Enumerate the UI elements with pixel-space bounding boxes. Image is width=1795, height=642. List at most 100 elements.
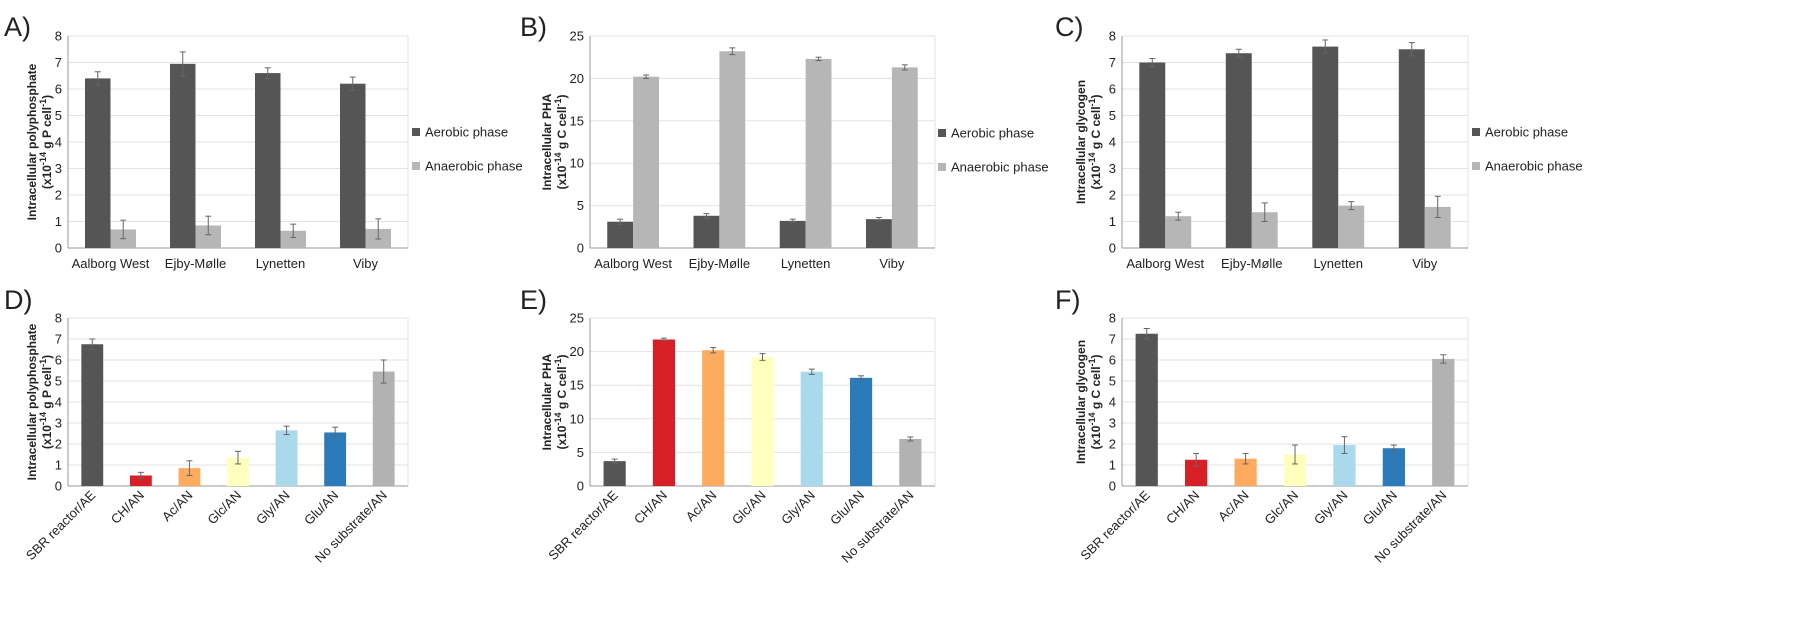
legend-swatch [1472,162,1480,170]
bar [227,457,249,486]
bar [1382,448,1405,486]
y-tick-label: 25 [570,311,584,326]
y-tick-label: 1 [55,214,62,229]
y-axis-label-line1: Intracellular polyphosphate [25,63,39,220]
y-tick-label: 20 [570,71,584,86]
y-tick-label: 3 [1109,416,1116,431]
x-category-label: Glu/AN [827,488,867,528]
y-axis-label-part: ) [40,95,54,99]
y-tick-label: 8 [1109,311,1116,326]
y-axis-label-superscript: -1 [1087,358,1097,366]
y-tick-label: 0 [577,241,584,256]
panel-letter: F) [1055,285,1080,315]
y-tick-label: 15 [570,113,584,128]
bar [1234,458,1257,486]
x-category-label: CH/AN [108,488,147,527]
y-axis-label-part: g P cell [40,107,54,152]
y-tick-label: 4 [55,395,62,410]
bar [751,356,774,486]
bar [1333,445,1356,486]
x-category-label: Glc/AN [1261,488,1301,528]
bar-aerobic [85,78,111,249]
x-category-label: Gly/AN [1311,488,1351,528]
panel-letter: E) [520,285,547,315]
y-tick-label: 4 [55,135,62,150]
y-tick-label: 7 [1109,332,1116,347]
x-category-label: Viby [879,256,905,271]
y-tick-label: 7 [1109,55,1116,70]
y-tick-label: 8 [1109,29,1116,44]
y-axis-label-part: (x10 [555,425,569,449]
legend-label: Anaerobic phase [951,160,1049,175]
legend-swatch [938,163,946,171]
y-axis-label-superscript: -14 [38,152,48,165]
bar [1283,454,1307,486]
legend-swatch [412,128,420,136]
x-category-label: Ac/AN [159,488,196,525]
y-axis-label-line2: (x10-14 g C cell-1) [1087,94,1103,189]
y-tick-label: 10 [570,411,584,426]
x-category-label: SBR reactor/AE [1077,487,1153,563]
bar-aerobic [693,215,720,248]
bar-aerobic [1312,46,1339,248]
y-axis-label-line2: (x10-14 g C cell-1) [553,94,569,189]
y-tick-label: 0 [1109,241,1116,256]
y-axis-label-part: g C cell [1089,106,1103,152]
y-axis-label-part: (x10 [1089,165,1103,189]
y-axis-label-line2: (x10-14 g C cell-1) [553,354,569,449]
bar-aerobic [866,219,892,248]
y-axis-label-part: g C cell [555,366,569,412]
x-category-label: Lynetten [256,256,305,271]
y-axis-label-part: ) [555,354,569,358]
legend-swatch [412,162,420,170]
y-axis-label: Intracellular polyphosphate(x10-14 g P c… [25,323,54,480]
x-category-label: Glc/AN [729,488,769,528]
y-tick-label: 6 [55,82,62,97]
legend-swatch [938,129,946,137]
x-category-label: CH/AN [1163,488,1202,527]
y-tick-label: 3 [55,416,62,431]
panel-letter: C) [1055,12,1084,42]
x-category-label: Glu/AN [1360,488,1400,528]
y-tick-label: 6 [55,353,62,368]
y-tick-label: 3 [1109,161,1116,176]
x-category-label: SBR reactor/AE [23,487,99,563]
y-tick-label: 0 [55,241,62,256]
y-tick-label: 1 [1109,214,1116,229]
x-category-label: Aalborg West [1126,256,1204,271]
y-axis-label-part: ) [1089,94,1103,98]
y-axis-label: Intracellular glycogen(x10-14 g C cell-1… [1074,340,1103,464]
y-tick-label: 5 [577,445,584,460]
y-tick-label: 20 [570,344,584,359]
y-tick-label: 8 [55,311,62,326]
bar [1135,333,1158,486]
chart-panel-c: C) 0 1 2 3 4 5 6 7 8 Intracellular glycogen(x10-14… [1055,12,1583,271]
y-axis-label-part: ) [1089,354,1103,358]
y-axis-label-superscript: -14 [38,412,48,425]
bar [1185,459,1208,486]
y-axis-label-part: g C cell [555,106,569,152]
bar-anaerobic [1165,216,1192,248]
y-tick-label: 7 [55,55,62,70]
x-category-label: Lynetten [1314,256,1363,271]
y-tick-label: 2 [1109,437,1116,452]
bar [800,371,823,486]
legend-label: Anaerobic phase [425,159,523,174]
x-category-label: Ac/AN [1215,488,1252,525]
y-tick-label: 0 [577,479,584,494]
bar-aerobic [607,221,634,248]
y-axis-label-superscript: -14 [553,412,563,425]
bar-aerobic [1225,53,1252,248]
y-axis-label-part: ) [555,94,569,98]
y-tick-label: 3 [55,161,62,176]
y-tick-label: 7 [55,332,62,347]
y-tick-label: 5 [55,108,62,123]
y-tick-label: 0 [55,479,62,494]
legend-label: Aerobic phase [1485,125,1568,140]
y-axis-label-line1: Intracellular glycogen [1074,80,1088,204]
y-tick-label: 15 [570,378,584,393]
y-axis-label-superscript: -14 [1087,152,1097,165]
y-axis-label-line1: Intracellular glycogen [1074,340,1088,464]
y-axis-label-superscript: -1 [1087,98,1097,106]
